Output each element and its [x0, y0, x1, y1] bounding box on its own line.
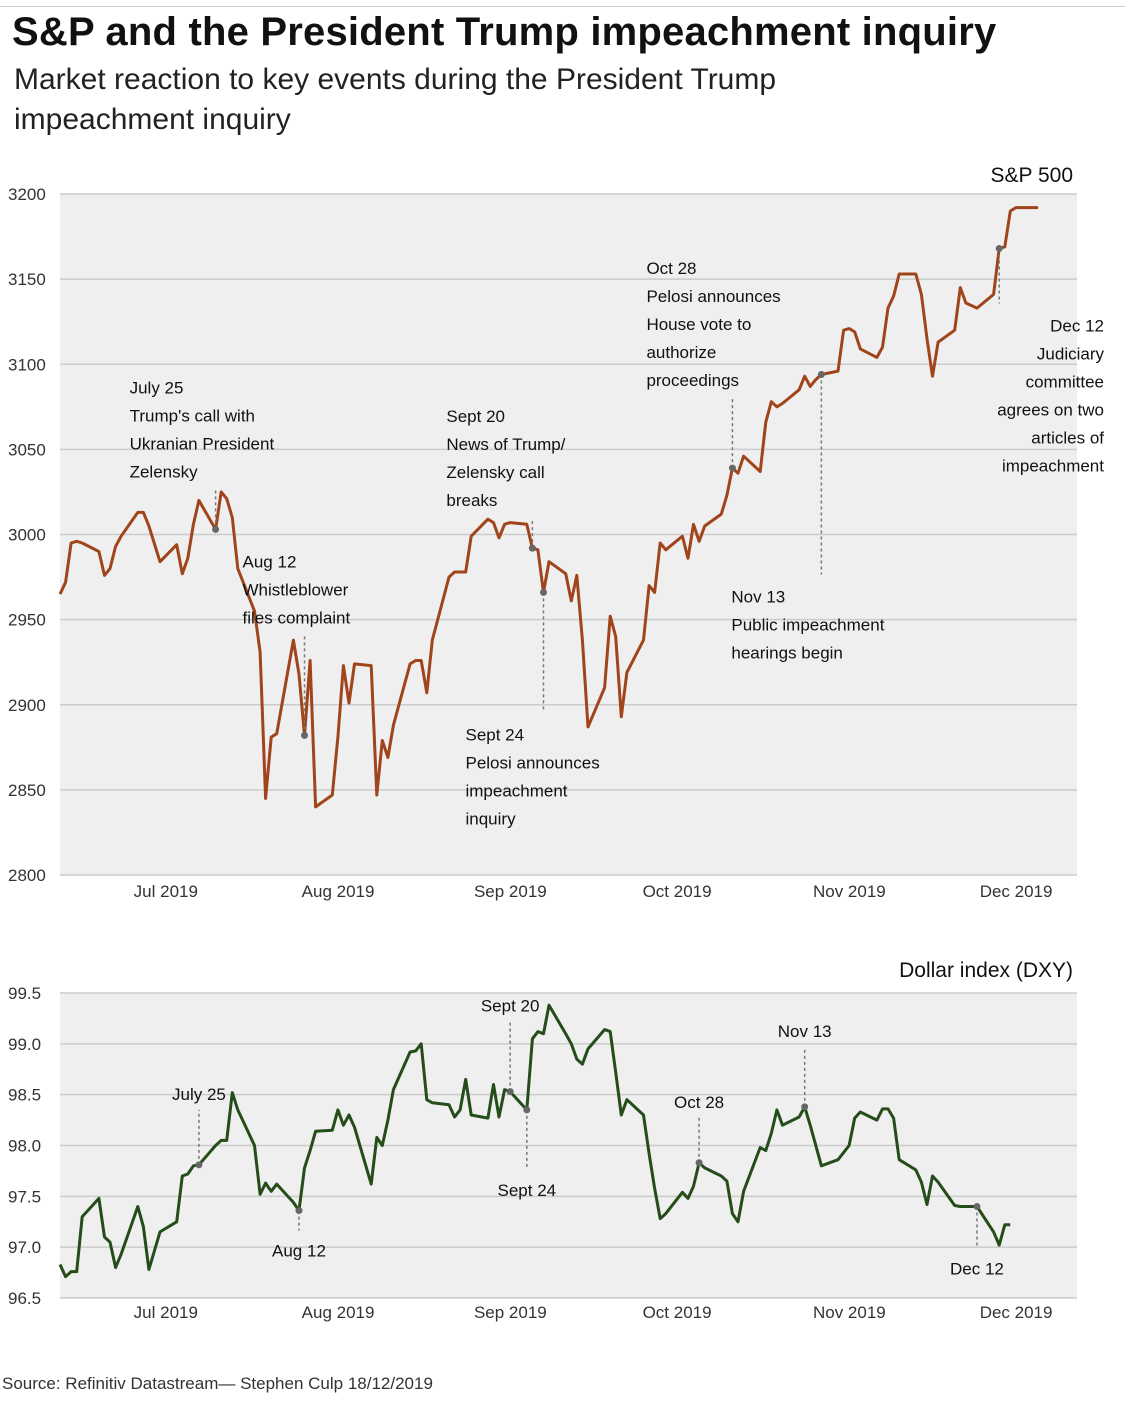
- sp500-annotation-label: Pelosi announces: [646, 287, 780, 306]
- dxy-annotation-marker: [801, 1103, 809, 1111]
- sp500-y-tick-label: 3050: [8, 440, 46, 459]
- dxy-x-tick-label: Oct 2019: [643, 1303, 712, 1322]
- sp500-x-tick-label: Aug 2019: [302, 882, 375, 901]
- sp500-annotation-label: Nov 13: [731, 587, 785, 606]
- sp500-y-tick-label: 3200: [8, 185, 46, 204]
- sp500-annotation-label: Aug 12: [243, 552, 297, 571]
- sp500-annotation-label: Sept 20: [446, 407, 505, 426]
- dxy-annotation-marker: [195, 1161, 203, 1169]
- dxy-y-tick-label: 99.0: [8, 1035, 41, 1054]
- sp500-annotation-label: Sept 24: [465, 725, 524, 744]
- sp500-annotation-marker: [528, 544, 536, 552]
- sp500-annotation-label: committee: [1026, 372, 1104, 391]
- dxy-y-tick-label: 97.0: [8, 1238, 41, 1257]
- sp500-x-tick-label: Dec 2019: [980, 882, 1053, 901]
- dxy-annotation-label: Oct 28: [674, 1093, 724, 1112]
- dxy-annotation-marker: [973, 1203, 981, 1210]
- dxy-y-tick-label: 96.5: [8, 1289, 41, 1308]
- sp500-annotation-label: inquiry: [465, 809, 516, 828]
- sp500-annotation-label: impeachment: [465, 781, 567, 800]
- dxy-annotation-label: Aug 12: [272, 1242, 326, 1261]
- sp500-annotation-marker: [995, 244, 1003, 252]
- sp500-annotation-marker: [728, 464, 736, 472]
- sp500-annotation-label: Ukranian President: [130, 434, 275, 453]
- dxy-y-tick-label: 99.5: [8, 984, 41, 1003]
- sp500-y-tick-label: 3000: [8, 526, 46, 545]
- sp500-y-tick-label: 2950: [8, 611, 46, 630]
- dxy-y-tick-label: 97.5: [8, 1187, 41, 1206]
- sp500-annotation-label: hearings begin: [731, 643, 843, 662]
- sp500-annotation-marker: [301, 731, 309, 739]
- sp500-x-tick-label: Nov 2019: [813, 882, 886, 901]
- sp500-annotation-label: proceedings: [646, 371, 739, 390]
- source-note: Source: Refinitiv Datastream— Stephen Cu…: [2, 1374, 433, 1393]
- chart-title: S&P and the President Trump impeachment …: [12, 10, 997, 54]
- sp500-annotation-label: Pelosi announces: [465, 753, 599, 772]
- sp500-chart: 2800 2850 2900 2950 3000 3050 3100 3150 3200 Jul …: [8, 164, 1105, 901]
- dxy-annotation-marker: [506, 1088, 514, 1096]
- chart-subtitle: Market reaction to key events during the…: [14, 63, 777, 136]
- dxy-annotation-marker: [295, 1207, 303, 1215]
- sp500-annotation-label: House vote to: [646, 315, 751, 334]
- sp500-y-tick-label: 2800: [8, 866, 46, 885]
- sp500-annotation-label: agrees on two: [997, 400, 1104, 419]
- dxy-y-tick-label: 98.5: [8, 1086, 41, 1105]
- sp500-annotation-label: breaks: [446, 491, 497, 510]
- sp500-annotation-label: July 25: [130, 378, 184, 397]
- dxy-x-tick-label: Sep 2019: [474, 1303, 547, 1322]
- sp500-annotation-label: Oct 28: [646, 259, 696, 278]
- sp500-annotation-label: files complaint: [243, 608, 351, 627]
- sp500-annotation-marker: [817, 370, 825, 378]
- dxy-annotation-label: Nov 13: [778, 1022, 832, 1041]
- sp500-annotation-label: Public impeachment: [731, 615, 884, 634]
- dxy-annotation-label: Sept 24: [498, 1181, 557, 1200]
- sp500-y-tick-label: 3100: [8, 355, 46, 374]
- sp500-annotation-label: Zelensky call: [446, 463, 544, 482]
- sp500-annotation-label: Dec 12: [1050, 316, 1104, 335]
- sp500-annotation-label: articles of: [1031, 428, 1104, 447]
- sp500-x-tick-label: Sep 2019: [474, 882, 547, 901]
- dxy-x-tick-label: Nov 2019: [813, 1303, 886, 1322]
- dxy-annotation-label: July 25: [172, 1085, 226, 1104]
- sp500-series-title: S&P 500: [990, 164, 1073, 187]
- sp500-y-tick-label: 2900: [8, 696, 46, 715]
- sp500-annotation-marker: [539, 588, 547, 596]
- dxy-annotation-label: Sept 20: [481, 997, 540, 1016]
- dxy-series-title: Dollar index (DXY): [899, 959, 1073, 982]
- sp500-annotation-label: authorize: [646, 343, 716, 362]
- sp500-x-tick-label: Jul 2019: [134, 882, 198, 901]
- dxy-chart: 96.5 97.0 97.5 98.0 98.5 99.0 99.5 Jul 2019 Aug …: [8, 959, 1077, 1322]
- sp500-annotation-label: News of Trump/: [446, 435, 565, 454]
- dxy-y-tick-label: 98.0: [8, 1137, 41, 1156]
- sp500-annotation-label: Judiciary: [1037, 344, 1105, 363]
- dxy-x-tick-label: Jul 2019: [134, 1303, 198, 1322]
- dxy-x-tick-label: Aug 2019: [302, 1303, 375, 1322]
- dxy-series-line: [58, 1003, 1011, 1279]
- sp500-y-tick-label: 3150: [8, 270, 46, 289]
- sp500-y-tick-label: 2850: [8, 781, 46, 800]
- sp500-annotation-label: Whistleblower: [243, 580, 349, 599]
- dxy-annotation-marker: [695, 1159, 703, 1167]
- top-rule: [0, 6, 1125, 7]
- sp500-annotation-marker: [212, 525, 220, 533]
- dxy-annotation-label: Dec 12: [950, 1260, 1004, 1279]
- dxy-annotation-marker: [523, 1106, 531, 1114]
- sp500-annotation-label: Zelensky: [130, 462, 199, 481]
- sp500-annotation-label: Trump's call with: [130, 406, 255, 425]
- dxy-x-tick-label: Dec 2019: [980, 1303, 1053, 1322]
- sp500-x-tick-label: Oct 2019: [643, 882, 712, 901]
- sp500-annotation-label: impeachment: [1002, 456, 1104, 475]
